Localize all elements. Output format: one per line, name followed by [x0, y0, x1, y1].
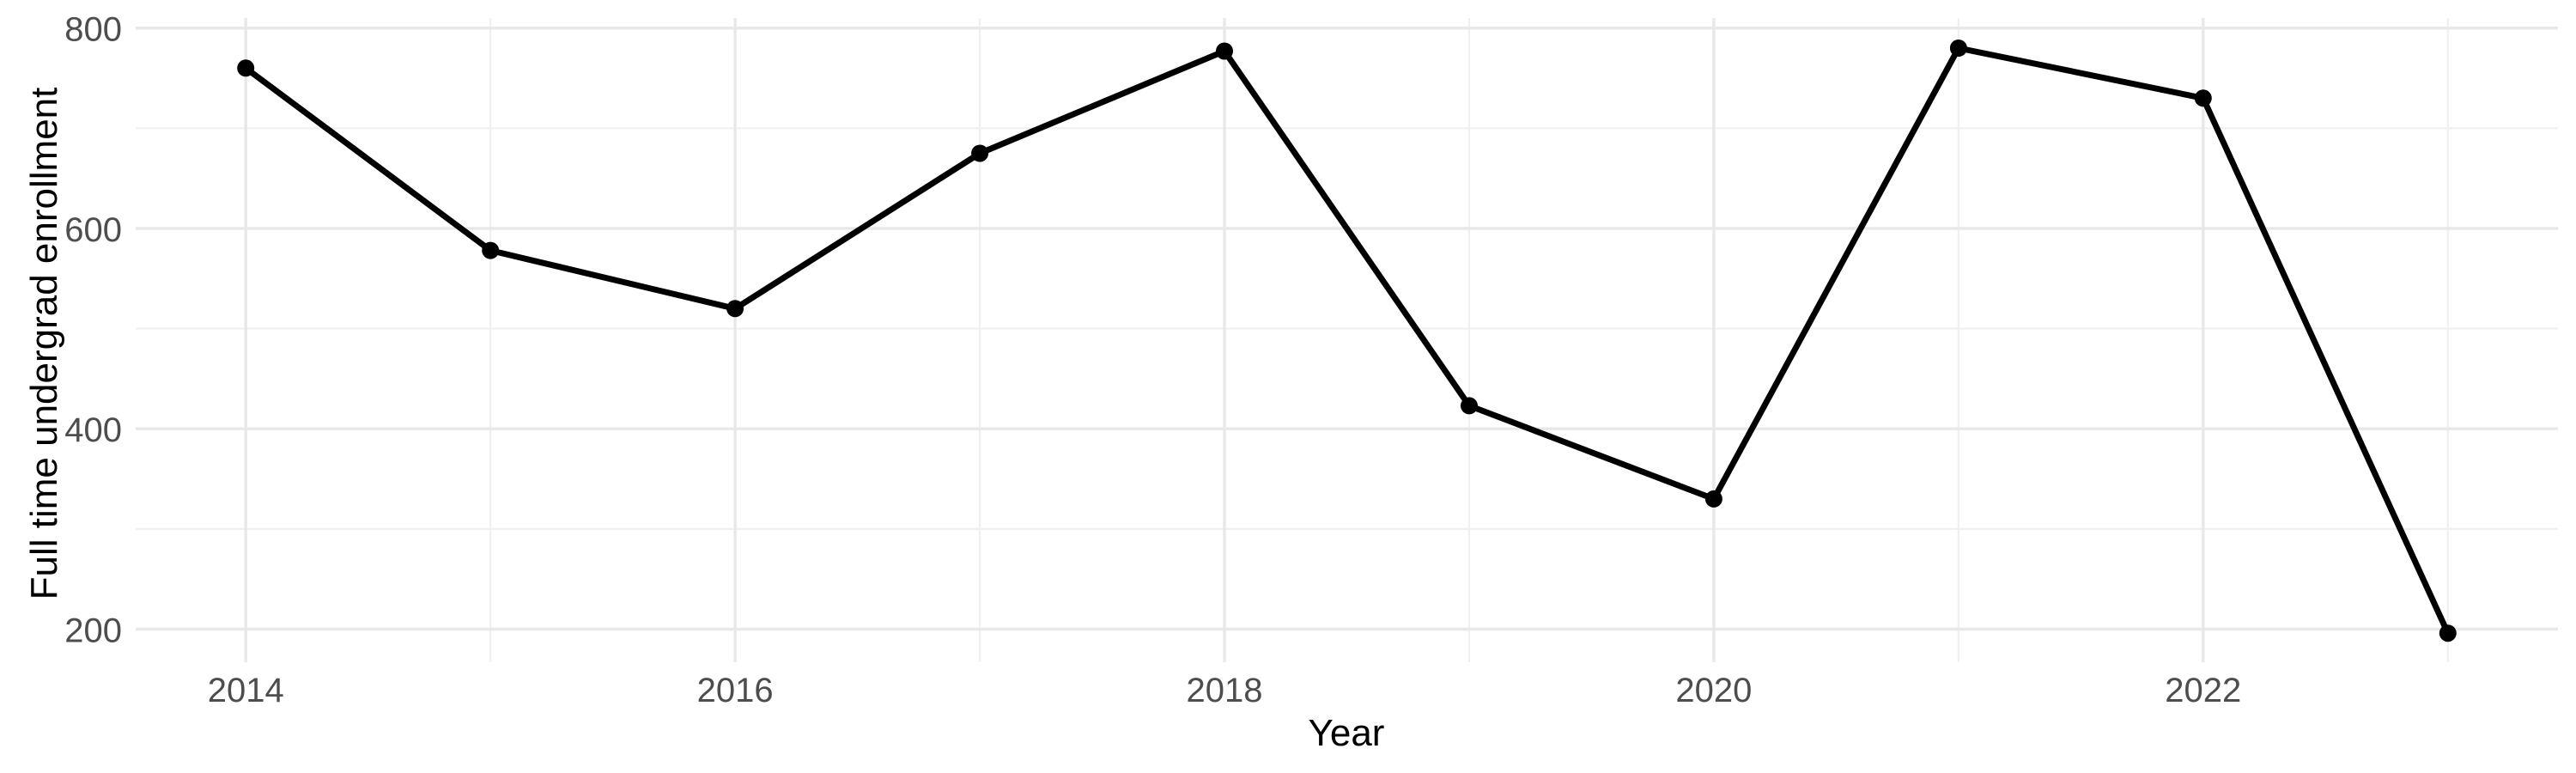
data-point-2019 — [1461, 397, 1478, 415]
x-tick-label-2018: 2018 — [1187, 672, 1263, 709]
x-tick-label-2016: 2016 — [697, 672, 774, 709]
enrollment-line — [244, 45, 2451, 635]
y-axis-tick-labels: 200 400 600 800 — [64, 11, 122, 650]
data-series — [237, 40, 2457, 642]
data-point-2017 — [971, 144, 989, 162]
x-tick-label-2014: 2014 — [208, 672, 284, 709]
x-axis-title: Year — [1309, 712, 1385, 754]
data-point-2023 — [2439, 624, 2457, 642]
x-axis-tick-labels: 2014 2016 2018 2020 2022 — [208, 672, 2242, 709]
data-point-2020 — [1704, 490, 1722, 508]
y-tick-label-800: 800 — [64, 11, 122, 49]
data-point-2016 — [726, 300, 744, 318]
y-tick-label-400: 400 — [64, 411, 122, 449]
major-gridlines — [136, 18, 2558, 662]
x-tick-label-2022: 2022 — [2165, 672, 2241, 709]
y-tick-label-200: 200 — [64, 612, 122, 650]
minor-gridlines — [136, 18, 2558, 662]
y-axis-title: Full time undergrad enrollment — [23, 88, 65, 600]
data-point-2015 — [482, 241, 500, 259]
data-point-2014 — [237, 59, 255, 77]
data-point-2022 — [2194, 89, 2212, 107]
data-point-2018 — [1216, 42, 1233, 60]
data-point-2021 — [1949, 40, 1967, 57]
x-tick-label-2020: 2020 — [1675, 672, 1752, 709]
y-tick-label-600: 600 — [64, 211, 122, 249]
